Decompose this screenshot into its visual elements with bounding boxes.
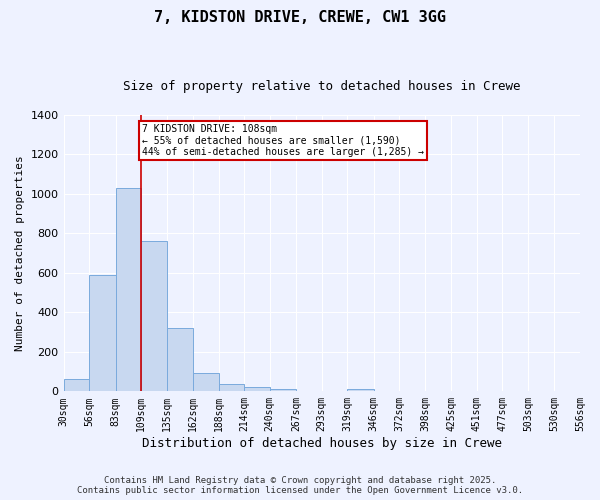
Text: 7 KIDSTON DRIVE: 108sqm
← 55% of detached houses are smaller (1,590)
44% of semi: 7 KIDSTON DRIVE: 108sqm ← 55% of detache… bbox=[142, 124, 424, 157]
Bar bbox=[244, 388, 270, 392]
Y-axis label: Number of detached properties: Number of detached properties bbox=[15, 156, 25, 351]
Bar bbox=[218, 384, 244, 392]
Bar bbox=[64, 378, 89, 392]
Bar bbox=[193, 372, 218, 392]
Text: 7, KIDSTON DRIVE, CREWE, CW1 3GG: 7, KIDSTON DRIVE, CREWE, CW1 3GG bbox=[154, 10, 446, 25]
Bar bbox=[89, 275, 116, 392]
Text: Contains HM Land Registry data © Crown copyright and database right 2025.
Contai: Contains HM Land Registry data © Crown c… bbox=[77, 476, 523, 495]
Bar bbox=[270, 390, 296, 392]
Bar bbox=[116, 188, 141, 392]
Bar bbox=[141, 242, 167, 392]
Title: Size of property relative to detached houses in Crewe: Size of property relative to detached ho… bbox=[123, 80, 521, 93]
Bar bbox=[347, 390, 374, 392]
X-axis label: Distribution of detached houses by size in Crewe: Distribution of detached houses by size … bbox=[142, 437, 502, 450]
Bar bbox=[167, 328, 193, 392]
